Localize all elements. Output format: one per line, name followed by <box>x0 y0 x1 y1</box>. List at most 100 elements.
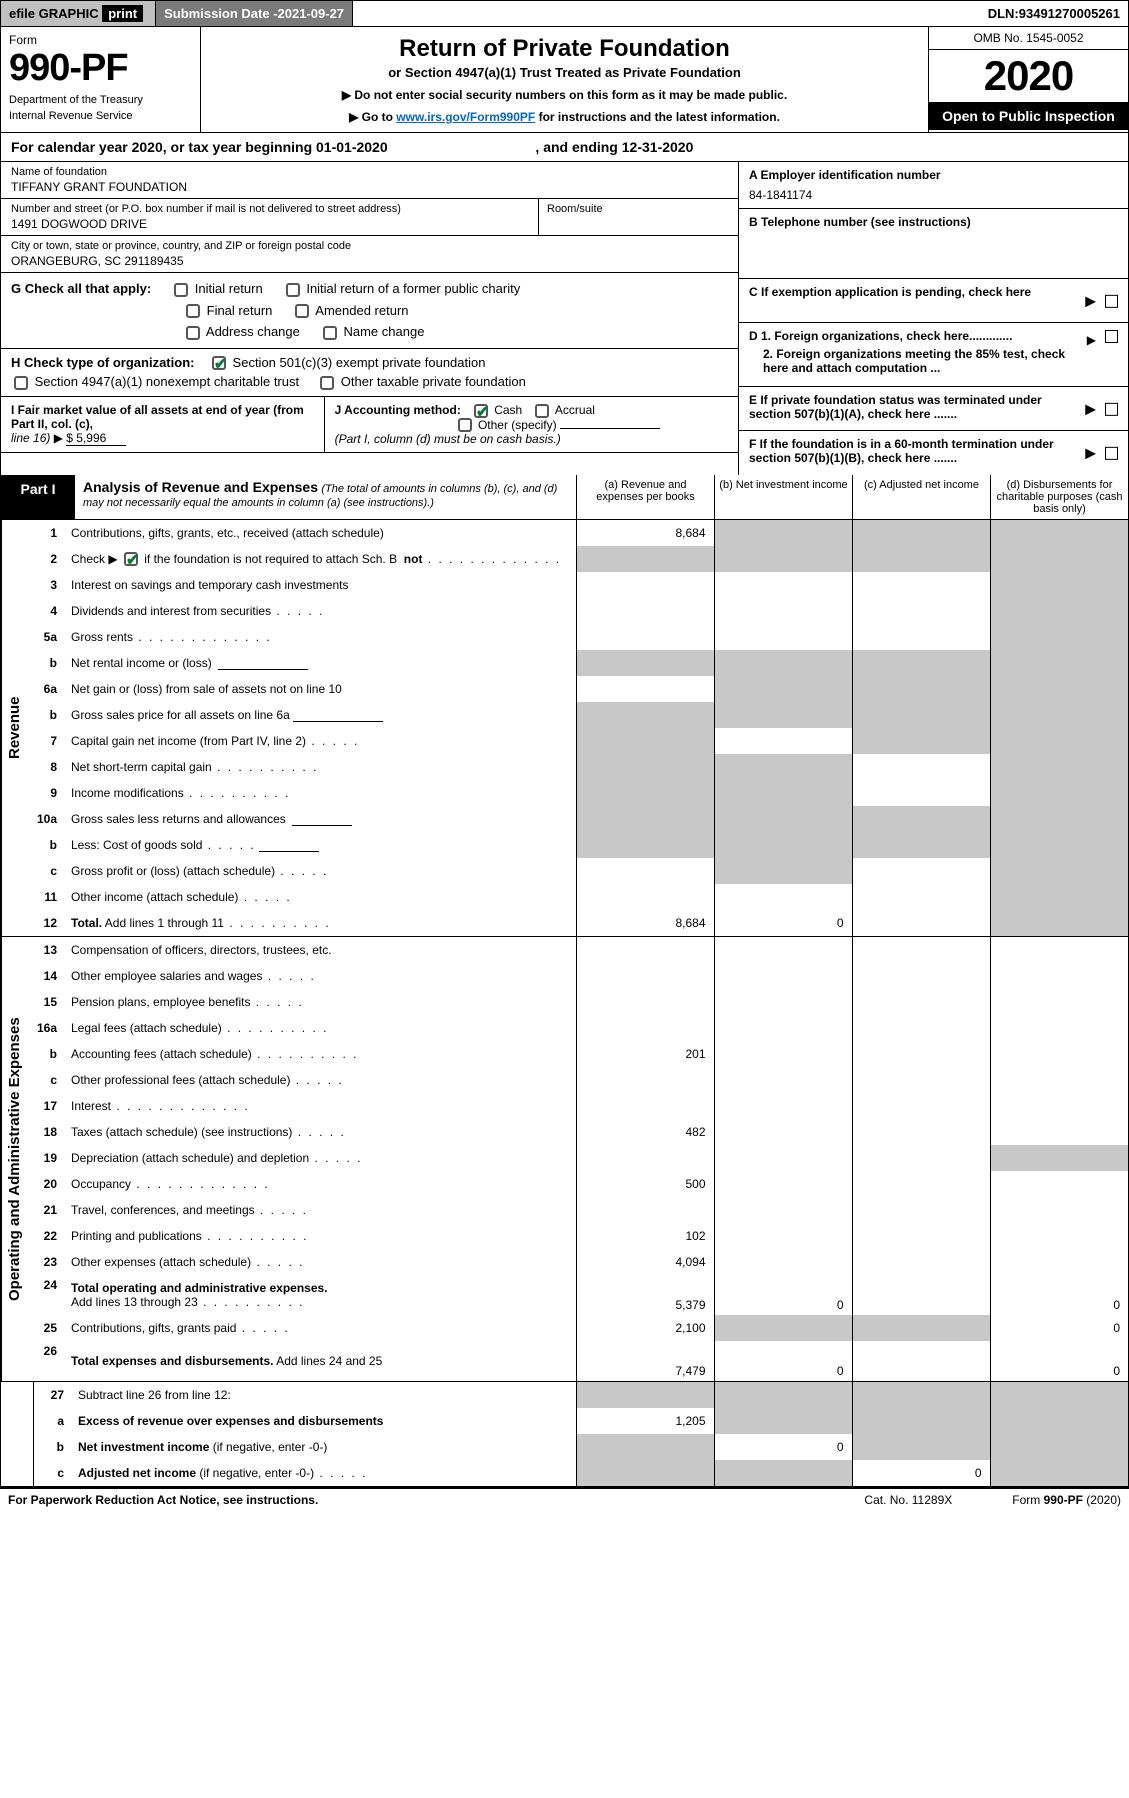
line-4: 4Dividends and interest from securities <box>27 598 1128 624</box>
city-label: City or town, state or province, country… <box>11 240 728 252</box>
form-number: 990-PF <box>9 47 192 90</box>
tax-year: 2020 <box>929 50 1128 102</box>
print-button[interactable]: print <box>102 5 143 22</box>
g-name-change: Name change <box>343 324 424 339</box>
room-label: Room/suite <box>538 199 738 235</box>
g-amended: Amended return <box>315 303 408 318</box>
revenue-side-label: Revenue <box>1 520 27 936</box>
i-label: I Fair market value of all assets at end… <box>11 403 304 431</box>
c-arrow: ▶ <box>1085 292 1096 309</box>
j-note: (Part I, column (d) must be on cash basi… <box>335 432 561 446</box>
i-arrow: ▶ <box>54 431 63 445</box>
j-accrual: Accrual <box>555 403 595 417</box>
chk-f[interactable] <box>1105 447 1118 460</box>
footer-right: Form 990-PF (2020) <box>1012 1493 1121 1507</box>
line-14: 14Other employee salaries and wages <box>27 963 1128 989</box>
entity-left: Name of foundation TIFFANY GRANT FOUNDAT… <box>1 162 738 475</box>
line-27c: cAdjusted net income (if negative, enter… <box>34 1460 1128 1486</box>
chk-amended[interactable] <box>295 304 309 318</box>
submission-date: 2021-09-27 <box>278 6 345 21</box>
col-a-head: (a) Revenue and expenses per books <box>576 475 714 519</box>
header-right: OMB No. 1545-0052 2020 Open to Public In… <box>928 27 1128 132</box>
j-cash: Cash <box>494 403 522 417</box>
chk-d1[interactable] <box>1105 330 1118 343</box>
chk-other-taxable[interactable] <box>320 376 334 390</box>
efile-badge: efile GRAPHIC print <box>1 1 156 26</box>
foundation-name: TIFFANY GRANT FOUNDATION <box>11 180 728 194</box>
f-label: F If the foundation is in a 60-month ter… <box>749 437 1118 465</box>
chk-cash[interactable] <box>474 404 488 418</box>
chk-c[interactable] <box>1105 295 1118 308</box>
form-note1: ▶ Do not enter social security numbers o… <box>209 88 920 102</box>
line-22: 22Printing and publications102 <box>27 1223 1128 1249</box>
revenue-table: 1Contributions, gifts, grants, etc., rec… <box>27 520 1128 936</box>
chk-e[interactable] <box>1105 403 1118 416</box>
chk-4947[interactable] <box>14 376 28 390</box>
expenses-table: 13Compensation of officers, directors, t… <box>27 937 1128 1381</box>
i-line16: line 16) <box>11 431 50 445</box>
header-center: Return of Private Foundation or Section … <box>201 27 928 132</box>
page-footer: For Paperwork Reduction Act Notice, see … <box>0 1489 1129 1511</box>
note2-pre: ▶ Go to <box>349 110 396 124</box>
i-value: $ 5,996 <box>66 431 126 446</box>
line-10c: cGross profit or (loss) (attach schedule… <box>27 858 1128 884</box>
line-5a: 5aGross rents <box>27 624 1128 650</box>
line-27b: bNet investment income (if negative, ent… <box>34 1434 1128 1460</box>
revenue-section: Revenue 1Contributions, gifts, grants, e… <box>1 520 1128 937</box>
section-i: I Fair market value of all assets at end… <box>1 397 325 453</box>
e-cell: E If private foundation status was termi… <box>739 387 1128 431</box>
phone-cell: B Telephone number (see instructions) <box>739 209 1128 279</box>
submission-label: Submission Date - <box>164 6 277 21</box>
ein-value: 84-1841174 <box>749 188 1118 202</box>
chk-other-method[interactable] <box>458 418 472 432</box>
b-label: B Telephone number (see instructions) <box>749 215 1118 229</box>
name-label: Name of foundation <box>11 166 728 178</box>
chk-sch-b[interactable] <box>124 552 138 566</box>
line-24: 24Total operating and administrative exp… <box>27 1275 1128 1315</box>
footer-catno: Cat. No. 11289X <box>864 1493 952 1507</box>
expenses-side-label: Operating and Administrative Expenses <box>1 937 27 1381</box>
g-final: Final return <box>207 303 273 318</box>
j-other-blank <box>560 428 660 429</box>
chk-final[interactable] <box>186 304 200 318</box>
d1-arrow: ▶ <box>1087 333 1096 347</box>
expenses-section: Operating and Administrative Expenses 13… <box>1 937 1128 1382</box>
form-label: Form <box>9 33 192 47</box>
top-bar: efile GRAPHIC print Submission Date - 20… <box>1 1 1128 27</box>
e-arrow: ▶ <box>1085 400 1096 417</box>
line-8: 8Net short-term capital gain <box>27 754 1128 780</box>
d2-label: 2. Foreign organizations meeting the 85%… <box>763 347 1065 375</box>
line-10b: bLess: Cost of goods sold <box>27 832 1128 858</box>
g-initial: Initial return <box>195 281 263 296</box>
line27-table: 27Subtract line 26 from line 12: aExcess… <box>34 1382 1128 1486</box>
chk-501c3[interactable] <box>212 356 226 370</box>
col-b-head: (b) Net investment income <box>714 475 852 519</box>
g-addr-change: Address change <box>206 324 300 339</box>
line-1: 1Contributions, gifts, grants, etc., rec… <box>27 520 1128 546</box>
line-17: 17Interest <box>27 1093 1128 1119</box>
addr-cell: Number and street (or P.O. box number if… <box>1 199 738 236</box>
chk-accrual[interactable] <box>535 404 549 418</box>
name-cell: Name of foundation TIFFANY GRANT FOUNDAT… <box>1 162 738 199</box>
section-j: J Accounting method: Cash Accrual Other … <box>325 397 738 453</box>
part1-header: Part I Analysis of Revenue and Expenses … <box>1 475 1128 520</box>
footer-left: For Paperwork Reduction Act Notice, see … <box>8 1493 318 1507</box>
chk-addr-change[interactable] <box>186 326 200 340</box>
line-27a: aExcess of revenue over expenses and dis… <box>34 1408 1128 1434</box>
line-11: 11Other income (attach schedule) <box>27 884 1128 910</box>
j-label: J Accounting method: <box>335 403 461 417</box>
line-25: 25Contributions, gifts, grants paid2,100… <box>27 1315 1128 1341</box>
line-27: 27Subtract line 26 from line 12: <box>34 1382 1128 1408</box>
f-cell: F If the foundation is in a 60-month ter… <box>739 431 1128 475</box>
city-cell: City or town, state or province, country… <box>1 236 738 273</box>
entity-row: Name of foundation TIFFANY GRANT FOUNDAT… <box>1 162 1128 475</box>
chk-initial[interactable] <box>174 283 188 297</box>
form-link[interactable]: www.irs.gov/Form990PF <box>396 110 535 124</box>
dept-irs: Internal Revenue Service <box>9 110 192 122</box>
street-address: 1491 DOGWOOD DRIVE <box>11 217 528 231</box>
chk-name-change[interactable] <box>323 326 337 340</box>
c-cell: C If exemption application is pending, c… <box>739 279 1128 323</box>
chk-initial-former[interactable] <box>286 283 300 297</box>
line27-section: 27Subtract line 26 from line 12: aExcess… <box>1 1382 1128 1488</box>
line-26: 26Total expenses and disbursements. Add … <box>27 1341 1128 1381</box>
